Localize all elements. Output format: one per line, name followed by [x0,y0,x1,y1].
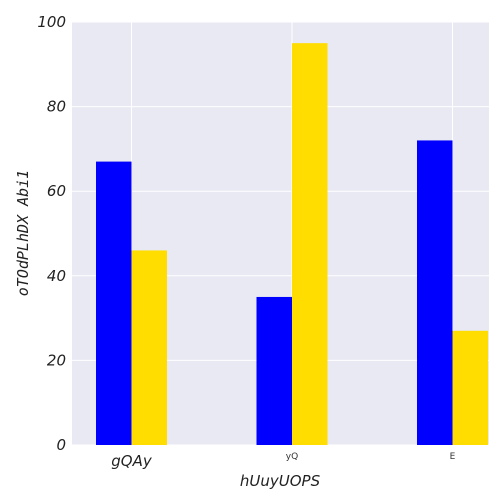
y-tick-label: 100 [37,13,66,31]
y-tick-labels: 0 20 40 60 80 100 [37,13,66,454]
y-tick-label: 20 [47,351,66,369]
x-tick-labels: gQAy yQ E [111,452,455,470]
x-tick-label: E [450,452,456,462]
x-tick-label: gQAy [111,452,153,470]
y-axis-label: oTOdPLhDX Abi1 [14,170,32,296]
bar-yQ-series-1 [256,296,292,445]
bar-gQAy-series-2 [131,250,167,445]
y-tick-label: 60 [47,182,66,200]
y-tick-label: 80 [47,98,66,116]
y-tick-label: 40 [47,267,66,285]
y-tick-label: 0 [56,436,66,454]
bar-yQ-series-2 [292,43,328,446]
bar-E-series-1 [417,140,453,445]
bars [96,43,488,446]
x-axis-label: hUuyUOPS [240,472,321,490]
bar-E-series-2 [452,330,488,445]
bar-gQAy-series-1 [96,161,132,445]
x-tick-label: yQ [286,452,298,462]
